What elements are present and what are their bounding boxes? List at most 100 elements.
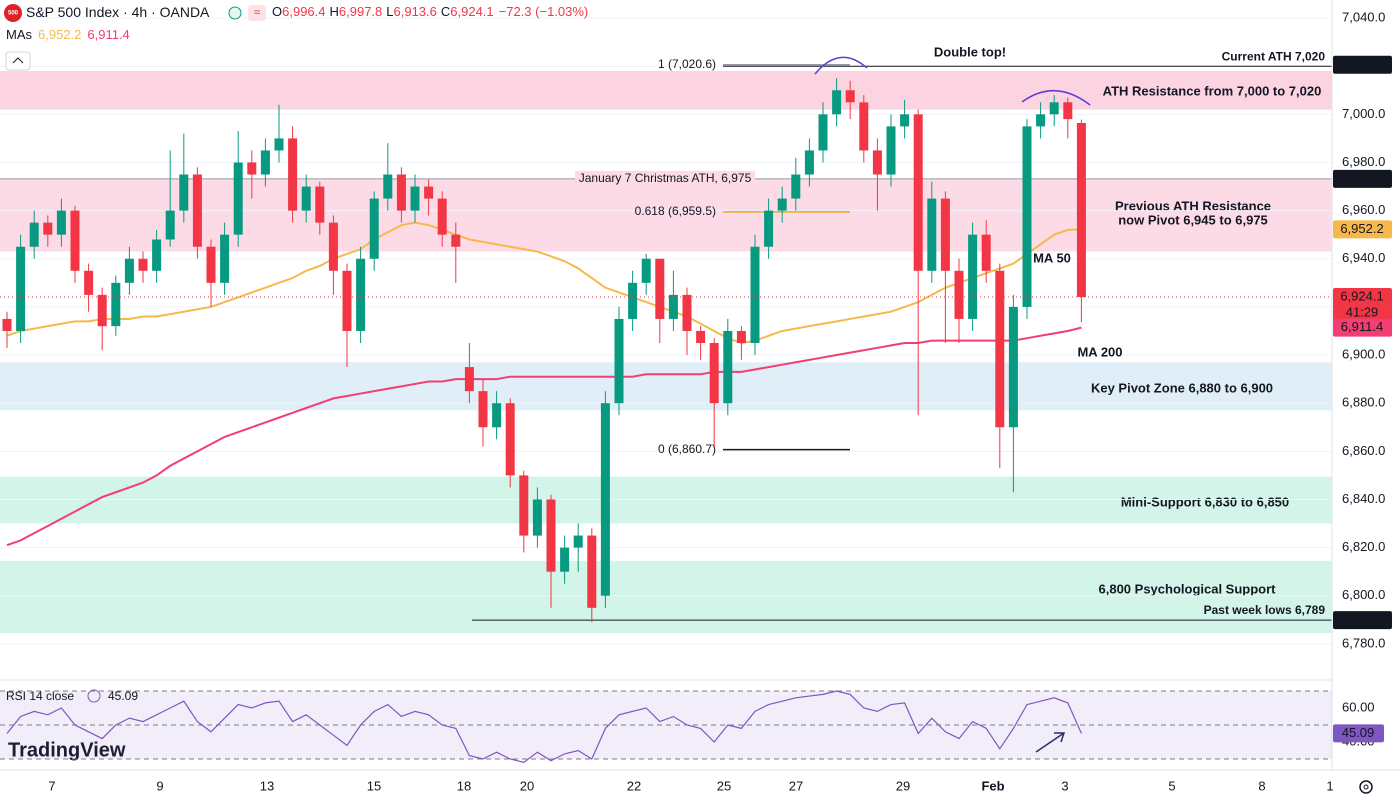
x-tick-label: Feb [981, 778, 1004, 793]
zone-label: 6,800 Psychological Support [1099, 581, 1277, 596]
price-tag-label: 6,911.4 [1341, 319, 1383, 334]
annotation: Double top! [934, 44, 1006, 59]
candle-body [356, 258, 366, 331]
rsi-icon [87, 689, 101, 703]
candle-body [29, 222, 39, 247]
zone-label: Mini-Support 6,830 to 6,850 [1121, 494, 1289, 509]
rsi-line [6, 690, 1082, 764]
x-tick-label: 3 [1061, 778, 1068, 793]
zone [0, 476, 1332, 524]
fib-label: 0.618 (6,959.5) [635, 204, 716, 218]
candle-body [709, 343, 719, 404]
candle-body [396, 174, 406, 211]
y-tick-label: 6,940.0 [1342, 250, 1385, 265]
candle-body [832, 90, 842, 115]
y-tick-label: 7,000.0 [1342, 106, 1385, 121]
candle-body [532, 499, 542, 536]
candle-body [696, 330, 706, 344]
zone-label: ATH Resistance from 7,000 to 7,020 [1103, 83, 1322, 98]
y-tick-label: 6,900.0 [1342, 346, 1385, 361]
ohlc-label: H [330, 4, 339, 19]
y-tick-label: 6,880.0 [1342, 395, 1385, 410]
candle-body [777, 198, 787, 211]
status-icon [248, 5, 266, 21]
candle-body [138, 258, 148, 271]
x-tick-label: 8 [1258, 778, 1265, 793]
candle-body [247, 162, 257, 175]
candle-body [152, 239, 162, 271]
candle-body [981, 234, 991, 271]
ma-line [6, 326, 1082, 547]
rsi-tag-label: 45.09 [1342, 725, 1375, 740]
level-label: Past week lows 6,789 [1204, 603, 1326, 617]
candle-body [451, 234, 461, 247]
candle-body [900, 114, 910, 127]
candle-body [2, 318, 12, 331]
ohlc-value: 6,924.1 [450, 4, 493, 19]
price-tag [1333, 288, 1392, 307]
zone-label: Key Pivot Zone 6,880 to 6,900 [1091, 380, 1273, 395]
ohlc-value: 6,913.6 [394, 4, 437, 19]
candle-body [1008, 306, 1018, 428]
candle-body [886, 126, 896, 175]
candle-body [872, 150, 882, 175]
x-tick-label: 15 [367, 778, 381, 793]
collapse-button[interactable] [5, 51, 31, 71]
candle-body [505, 403, 515, 476]
countdown-bg [1333, 305, 1392, 322]
candle-body [573, 535, 583, 548]
candle-body [342, 270, 352, 331]
candle-body [560, 547, 570, 572]
x-tick-label: 1 [1326, 778, 1333, 793]
candle-body [410, 186, 420, 211]
candle-body [940, 198, 950, 271]
candle-body [723, 330, 733, 404]
candle-body [424, 186, 434, 199]
candle-body [274, 138, 284, 151]
x-tick-label: 9 [156, 778, 163, 793]
price-tag-label: 7,020.6 [1340, 56, 1383, 71]
candle-body [750, 246, 760, 344]
ma-label: MA 200 [1077, 344, 1122, 359]
candle-body [369, 198, 379, 259]
x-tick-label: 29 [896, 778, 910, 793]
y-tick-label: 6,840.0 [1342, 491, 1385, 506]
price-tag-label: 6,973.2 [1340, 170, 1383, 185]
ma-label: MA 50 [1033, 250, 1071, 265]
candle-body [818, 114, 828, 151]
candle-body [845, 90, 855, 103]
candle-body [600, 403, 610, 596]
price-tag-label: 6,924.1 [1340, 288, 1383, 303]
settings-icon[interactable] [1359, 780, 1373, 794]
candle-body [1076, 123, 1086, 298]
price-tag-label: 6,789.9 [1340, 612, 1383, 627]
price-tag [1333, 55, 1392, 74]
candle-body [1049, 102, 1059, 115]
candle-body [655, 258, 665, 319]
y-tick-label: 6,980.0 [1342, 154, 1385, 169]
level-label: January 7 Christmas ATH, 6,975 [579, 171, 752, 185]
candle-body [614, 318, 624, 404]
zone-label: Previous ATH Resistance [1115, 198, 1271, 213]
candle-body [628, 282, 638, 319]
candle-body [791, 174, 801, 199]
y-tick-label: 6,820.0 [1342, 539, 1385, 554]
price-tag-label: 6,952.2 [1340, 221, 1383, 236]
symbol-title: S&P 500 Index · 4h · OANDA [26, 4, 210, 20]
candle-body [1036, 114, 1046, 127]
candle-body [641, 258, 651, 283]
ohlc-value: 6,996.4 [282, 4, 325, 19]
candle-body [179, 174, 189, 211]
candle-body [519, 475, 529, 536]
candle-body [165, 210, 175, 240]
double-top-arc [1021, 89, 1091, 106]
ma-line [6, 221, 1082, 345]
x-tick-label: 18 [457, 778, 471, 793]
price-tag [1333, 169, 1392, 188]
rsi-header: RSI 14 close [6, 689, 74, 703]
symbol-icon-text: 500 [8, 11, 19, 17]
candle-body [328, 222, 338, 271]
y-tick-label: 7,040.0 [1342, 9, 1385, 24]
